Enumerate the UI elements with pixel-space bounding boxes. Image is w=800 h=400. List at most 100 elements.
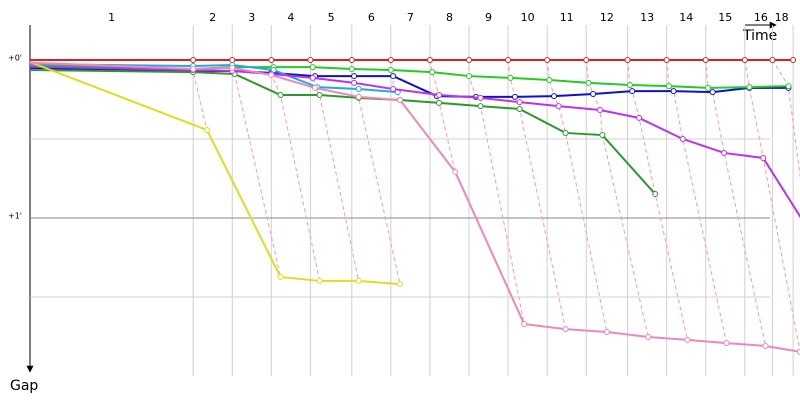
point xyxy=(705,84,712,91)
point xyxy=(190,65,197,72)
lap-line xyxy=(468,60,525,325)
point xyxy=(397,281,404,288)
point xyxy=(555,103,562,110)
point xyxy=(390,85,397,92)
point xyxy=(429,69,436,76)
x-tick-label: 18 xyxy=(775,11,789,24)
lap-line xyxy=(627,59,688,341)
point xyxy=(190,57,197,63)
point xyxy=(229,57,236,63)
point xyxy=(477,94,484,101)
x-tick-label: 13 xyxy=(640,11,654,24)
x-tick-label: 14 xyxy=(679,11,693,24)
series xyxy=(29,57,800,355)
point xyxy=(309,64,316,71)
point xyxy=(307,57,314,63)
lap-line xyxy=(666,59,727,344)
point xyxy=(721,149,728,156)
x-tick-label: 7 xyxy=(407,11,414,24)
point xyxy=(603,329,610,336)
point xyxy=(516,99,523,106)
point xyxy=(760,154,767,161)
point xyxy=(551,93,558,100)
point xyxy=(316,277,323,284)
point xyxy=(309,74,316,81)
point xyxy=(397,97,404,104)
point xyxy=(585,79,592,86)
point xyxy=(277,273,284,280)
point xyxy=(452,168,459,175)
point xyxy=(670,88,677,95)
point xyxy=(599,132,606,139)
point xyxy=(626,82,633,89)
point xyxy=(477,103,484,110)
point xyxy=(597,107,604,114)
point xyxy=(684,336,691,343)
point xyxy=(544,57,551,63)
x-tick-label: 3 xyxy=(248,11,255,24)
point xyxy=(583,57,590,63)
lap-line xyxy=(585,59,649,338)
point xyxy=(316,92,323,99)
point xyxy=(426,57,433,63)
x-tick-label: 16 xyxy=(754,11,768,24)
point xyxy=(390,73,397,80)
point xyxy=(665,83,672,90)
point xyxy=(521,321,528,328)
point xyxy=(679,136,686,142)
point xyxy=(769,57,776,63)
lap-line xyxy=(546,59,608,333)
labels: +0'+1'1 2 3 4 5 6 7 8 9 10 11 12 13 14 15 16 18 xyxy=(8,11,789,221)
point xyxy=(709,89,716,96)
point xyxy=(746,84,753,91)
point xyxy=(663,57,670,63)
x-axis-label: Time xyxy=(742,28,777,44)
x-tick-label: 15 xyxy=(718,11,732,24)
point xyxy=(624,57,631,63)
point xyxy=(790,57,797,63)
point xyxy=(741,57,748,63)
point xyxy=(277,92,284,99)
point xyxy=(466,73,473,80)
series-line xyxy=(29,61,800,353)
point xyxy=(268,57,275,63)
point xyxy=(507,74,514,81)
point xyxy=(348,57,355,63)
point xyxy=(762,342,769,349)
x-tick-label: 4 xyxy=(287,11,294,24)
point xyxy=(348,65,355,72)
x-tick-label: 12 xyxy=(600,11,614,24)
grid xyxy=(30,25,794,376)
y-tick-label: +1' xyxy=(8,212,22,221)
point xyxy=(590,90,597,97)
point xyxy=(785,83,792,90)
y-axis-label: Gap xyxy=(10,378,38,394)
x-tick-label: 5 xyxy=(328,11,335,24)
point xyxy=(562,129,569,136)
point xyxy=(702,57,709,63)
lap-line xyxy=(705,59,767,347)
point xyxy=(355,277,362,284)
lap-lines xyxy=(192,59,800,352)
lap-line xyxy=(507,59,567,330)
x-tick-label: 1 xyxy=(108,11,115,24)
point xyxy=(636,114,643,121)
point xyxy=(229,64,236,71)
point xyxy=(723,340,730,347)
point xyxy=(387,57,394,63)
point xyxy=(387,67,394,74)
point xyxy=(203,127,210,134)
point xyxy=(268,72,275,79)
lap-line xyxy=(351,60,401,285)
point xyxy=(652,191,659,198)
y-tick-label: +0' xyxy=(8,54,22,63)
point xyxy=(436,99,443,106)
x-tick-label: 11 xyxy=(560,11,574,24)
point xyxy=(546,77,553,84)
series-line xyxy=(29,61,401,286)
point xyxy=(505,57,512,63)
point xyxy=(355,85,362,92)
point xyxy=(562,326,569,333)
x-tick-label: 2 xyxy=(209,11,216,24)
